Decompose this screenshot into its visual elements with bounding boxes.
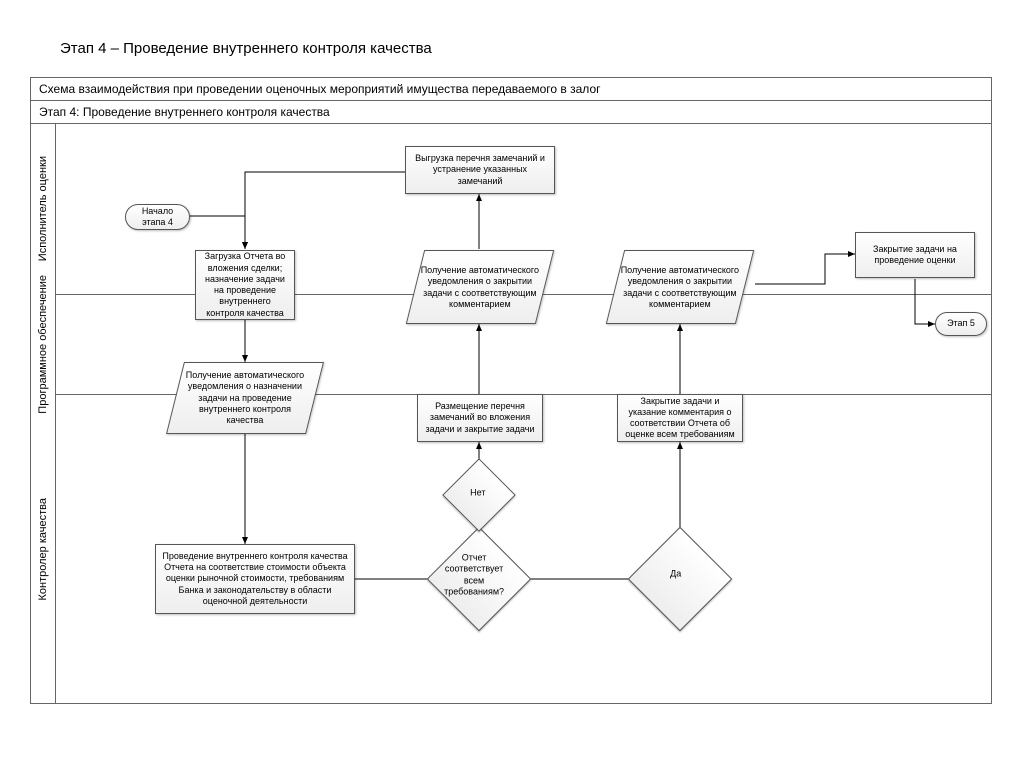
lane-label-software: Программное обеспечение	[31, 294, 56, 394]
node-notif2: Получение автоматического уведомления о …	[606, 250, 754, 324]
diagram-header-1: Схема взаимодействия при проведении оцен…	[31, 78, 991, 101]
lane-label-controller: Контролер качества	[31, 394, 56, 704]
node-close-ok: Закрытие задачи и указание комментария о…	[617, 394, 743, 442]
node-close: Закрытие задачи на проведение оценки	[855, 232, 975, 278]
flow-canvas: Начало этапа 4 Выгрузка перечня замечани…	[55, 124, 991, 704]
node-review: Проведение внутреннего контроля качества…	[155, 544, 355, 614]
page-title: Этап 4 – Проведение внутреннего контроля…	[60, 40, 994, 57]
node-notif-assign: Получение автоматического уведомления о …	[166, 362, 324, 434]
diagram-header-2: Этап 4: Проведение внутреннего контроля …	[31, 101, 991, 124]
node-no: Нет	[442, 458, 516, 532]
node-notif1: Получение автоматического уведомления о …	[406, 250, 554, 324]
node-export: Выгрузка перечня замечаний и устранение …	[405, 146, 555, 194]
node-start: Начало этапа 4	[125, 204, 190, 230]
swimlane-diagram: Схема взаимодействия при проведении оцен…	[30, 77, 992, 704]
node-place: Размещение перечня замечаний во вложения…	[417, 394, 543, 442]
lane-label-executor: Исполнитель оценки	[31, 124, 56, 294]
node-yes: Да	[628, 527, 733, 632]
node-decision: Отчет соответствует всем требованиям?	[427, 527, 532, 632]
node-upload: Загрузка Отчета во вложения сделки; назн…	[195, 250, 295, 320]
node-stage5: Этап 5	[935, 312, 987, 336]
